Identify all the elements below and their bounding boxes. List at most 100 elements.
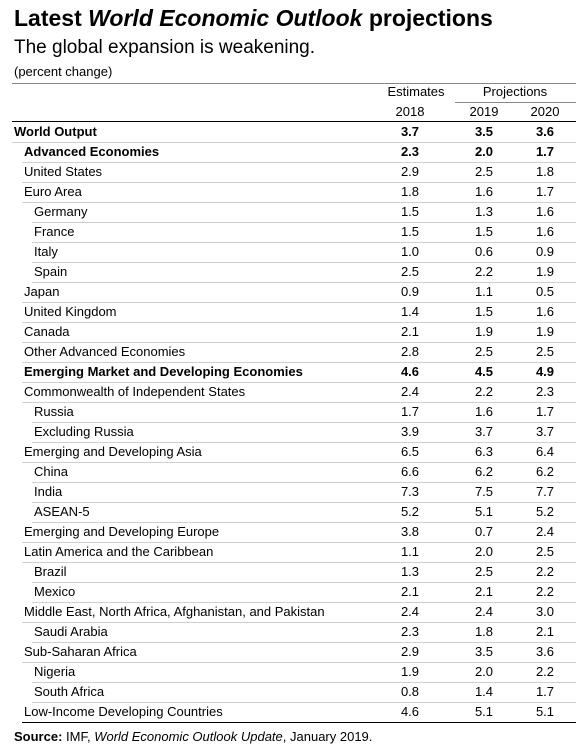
row-label: Latin America and the Caribbean (24, 544, 214, 559)
rule (32, 602, 576, 603)
row-value: 2.5 (474, 564, 494, 579)
row-value: 1.8 (474, 624, 494, 639)
rule (32, 242, 576, 243)
row-value: 1.4 (400, 304, 420, 319)
rule (22, 162, 576, 163)
row-label: Middle East, North Africa, Afghanistan, … (24, 604, 325, 619)
row-value: 2.2 (535, 564, 555, 579)
row-value: 7.7 (535, 484, 555, 499)
row-value: 1.6 (474, 184, 494, 199)
row-value: 2.9 (400, 164, 420, 179)
rule (22, 462, 576, 463)
row-value: 2.0 (474, 664, 494, 679)
source-text: IMF, (62, 729, 95, 744)
rule (22, 662, 576, 663)
row-label: ASEAN-5 (34, 504, 90, 519)
group-header: Projections (482, 84, 548, 99)
row-value: 1.9 (400, 664, 420, 679)
row-value: 2.3 (535, 384, 555, 399)
row-value: 1.5 (400, 224, 420, 239)
rule (32, 482, 576, 483)
row-value: 0.7 (474, 524, 494, 539)
row-value: 2.4 (400, 604, 420, 619)
row-label: Japan (24, 284, 60, 299)
row-value: 3.6 (535, 644, 555, 659)
row-value: 1.5 (400, 204, 420, 219)
row-value: 1.7 (535, 144, 555, 159)
source: Source: IMF, World Economic Outlook Upda… (14, 729, 372, 744)
row-value: 2.9 (400, 644, 420, 659)
row-value: 3.6 (535, 124, 555, 139)
row-value: 3.7 (400, 124, 420, 139)
row-value: 1.8 (400, 184, 420, 199)
row-value: 5.2 (400, 504, 420, 519)
row-value: 3.5 (474, 644, 494, 659)
row-value: 2.0 (474, 144, 494, 159)
row-value: 2.3 (400, 144, 420, 159)
row-value: 4.5 (474, 364, 494, 379)
row-value: 2.1 (535, 624, 555, 639)
row-label: World Output (14, 124, 97, 139)
rule (22, 542, 576, 543)
row-value: 2.1 (474, 584, 494, 599)
rule (22, 562, 576, 563)
rule (32, 222, 576, 223)
row-value: 6.3 (474, 444, 494, 459)
row-label: South Africa (34, 684, 105, 699)
row-value: 7.3 (400, 484, 420, 499)
rule (22, 622, 576, 623)
row-value: 3.7 (474, 424, 494, 439)
rule (455, 102, 576, 103)
row-label: China (34, 464, 68, 479)
row-value: 5.1 (474, 704, 494, 719)
row-value: 6.2 (535, 464, 555, 479)
row-value: 1.6 (535, 204, 555, 219)
title-italic: World Economic Outlook (88, 5, 363, 31)
row-value: 6.2 (474, 464, 494, 479)
row-value: 2.5 (474, 164, 494, 179)
row-value: 2.4 (535, 524, 555, 539)
row-value: 2.1 (400, 324, 420, 339)
row-value: 3.9 (400, 424, 420, 439)
rule (32, 502, 576, 503)
row-value: 1.7 (535, 184, 555, 199)
year-header: 2020 (530, 104, 560, 119)
rule (22, 302, 576, 303)
row-value: 4.6 (400, 364, 420, 379)
row-value: 1.5 (474, 224, 494, 239)
row-label: Mexico (34, 584, 76, 599)
row-label: Germany (34, 204, 88, 219)
row-label: Italy (34, 244, 58, 259)
row-value: 1.7 (535, 684, 555, 699)
row-value: 3.5 (474, 124, 494, 139)
rule (22, 722, 576, 723)
rule (32, 682, 576, 683)
row-label: Canada (24, 324, 70, 339)
rule (12, 83, 576, 84)
title-text: Latest (14, 5, 89, 31)
row-label: Sub-Saharan Africa (24, 644, 137, 659)
row-label: Nigeria (34, 664, 76, 679)
rule (22, 322, 576, 323)
row-value: 2.8 (400, 344, 420, 359)
rule (22, 202, 576, 203)
row-value: 3.0 (535, 604, 555, 619)
row-label: Emerging and Developing Europe (24, 524, 220, 539)
source-text: , January 2019. (282, 729, 373, 744)
subtitle: The global expansion is weakening. (14, 37, 316, 58)
rule (32, 582, 576, 583)
row-value: 2.5 (474, 344, 494, 359)
rule (32, 262, 576, 263)
row-value: 2.2 (535, 584, 555, 599)
row-label: Emerging Market and Developing Economies (24, 364, 303, 379)
row-value: 2.1 (400, 584, 420, 599)
row-value: 1.5 (474, 304, 494, 319)
rule (22, 382, 576, 383)
year-header: 2019 (469, 104, 499, 119)
row-label: Low-Income Developing Countries (24, 704, 223, 719)
row-label: France (34, 224, 75, 239)
row-value: 1.9 (535, 264, 555, 279)
row-value: 1.1 (474, 284, 494, 299)
row-value: 2.4 (474, 604, 494, 619)
